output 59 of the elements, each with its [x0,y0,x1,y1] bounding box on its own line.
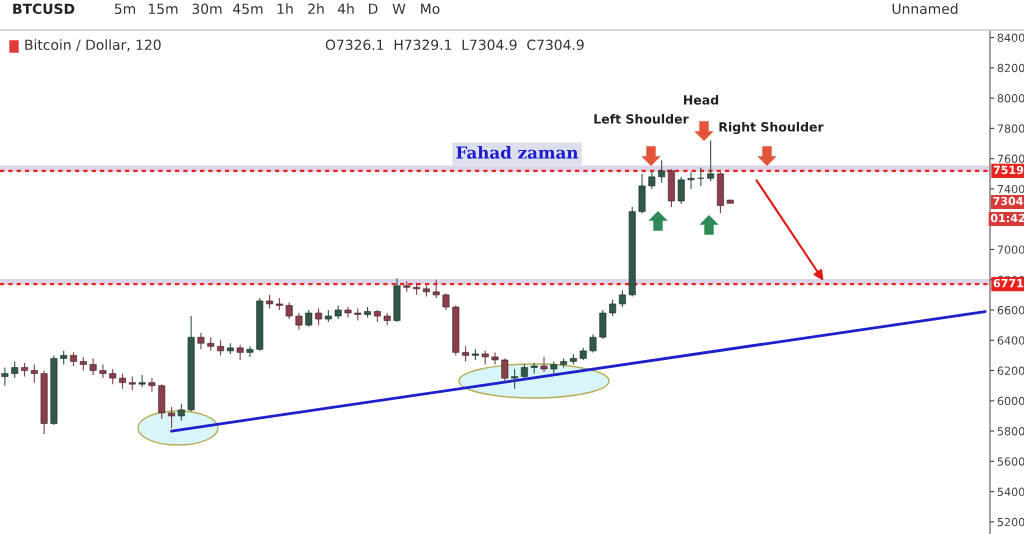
candlestick [658,159,666,184]
candlestick [540,356,548,373]
candlestick [432,279,440,299]
ref-line-label: 6771 [993,278,1024,288]
y-tick-label: 7400 [997,184,1024,194]
y-tick-label: 6200 [997,366,1024,375]
y-tick-label: 8400 [997,33,1024,42]
text: Bitcoin / Dollar, 120 [25,39,161,52]
y-tick-label: 5200 [997,517,1024,527]
candlestick [501,357,509,382]
text: 15m [148,3,178,15]
y-tick-label: 8200 [997,63,1024,73]
y-tick-label: 7800 [997,124,1024,133]
y-tick-label: 6000 [997,396,1024,406]
text: 5m [114,3,135,15]
candlestick [236,344,244,361]
text: 01:42 [990,213,1024,223]
candlestick [197,332,205,350]
text: D [369,3,378,14]
annotation: Right Shoulder [719,121,824,135]
candlestick [30,363,38,384]
text: Unnamed [892,3,958,15]
text: 2h [308,3,324,14]
text: 1h [277,3,293,14]
candlestick [148,377,156,393]
candlestick [511,368,519,390]
candlestick [707,139,715,182]
candlestick [138,374,146,388]
annotation: Head [683,94,719,105]
candlestick [168,406,175,429]
candlestick [697,167,705,187]
text: 30m [192,3,222,15]
y-tick-label: 5600 [997,457,1024,466]
y-tick-label: 7000 [997,245,1024,254]
candlestick [246,345,254,358]
ref-line-label: 7519 [993,165,1024,175]
text: 7304 [993,196,1023,206]
candlestick [99,363,107,379]
chart-title: BTCUSD [13,3,75,15]
text: 4h [337,3,354,14]
y-tick-label: 7600 [997,154,1024,164]
y-tick-label: 5400 [997,487,1024,496]
candlestick [687,171,695,190]
candlestick [344,306,352,319]
y-tick-label: 6600 [997,305,1024,315]
text: W [392,3,406,14]
y-tick-label: 8000 [997,94,1024,103]
annotation: Fahad zaman [456,145,579,159]
text: Mo [421,3,440,15]
candlestick [491,351,499,366]
y-tick-label: 5800 [997,427,1024,436]
annotation: O7326.1 H7329.1 L7304.9 C7304.9 [325,39,584,51]
y-tick-label: 6400 [997,336,1024,345]
annotation: Left Shoulder [594,113,689,124]
candlestick [89,357,97,376]
candlestick [677,176,685,205]
candlestick [648,170,656,190]
candlestick [1,366,9,387]
text: 45m [233,3,263,15]
